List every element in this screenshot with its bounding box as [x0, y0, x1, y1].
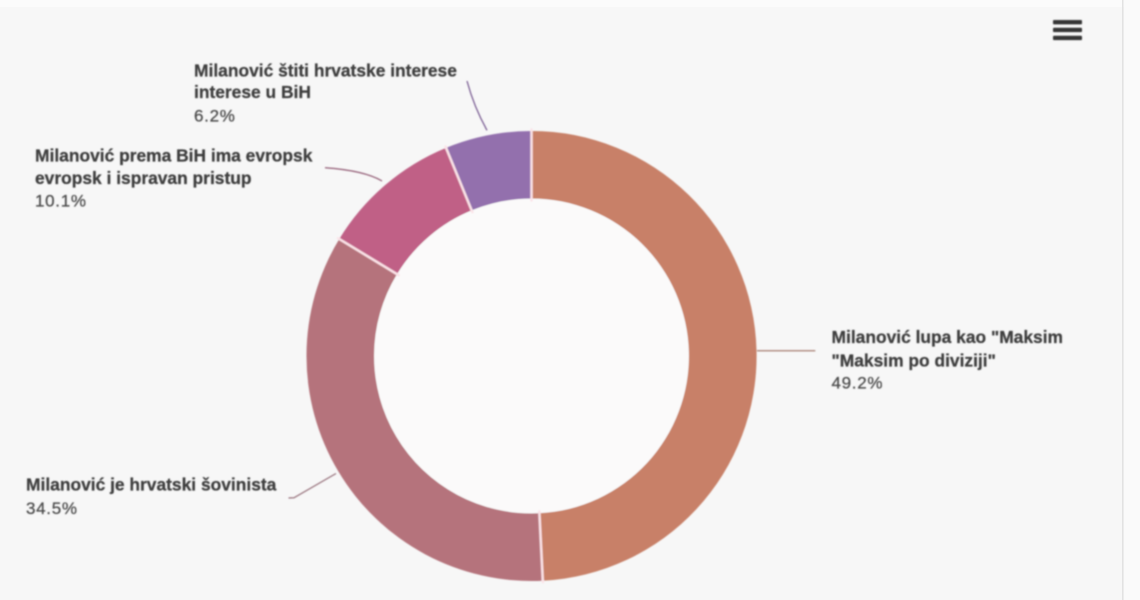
svg-text:Milanović prema BiH ima evrops: Milanović prema BiH ima evropsk	[35, 146, 313, 166]
svg-text:Milanović lupa kao "Maksim: Milanović lupa kao "Maksim	[832, 327, 1064, 347]
svg-text:10.1%: 10.1%	[35, 192, 87, 211]
svg-text:interese u BiH: interese u BiH	[194, 82, 311, 102]
svg-text:evropsk i ispravan pristup: evropsk i ispravan pristup	[35, 168, 252, 188]
svg-text:Milanović štiti hrvatske inter: Milanović štiti hrvatske interese	[194, 61, 457, 81]
svg-text:34.5%: 34.5%	[26, 499, 78, 518]
svg-text:6.2%: 6.2%	[194, 107, 236, 126]
svg-text:"Maksim po diviziji": "Maksim po diviziji"	[832, 350, 996, 370]
svg-text:49.2%: 49.2%	[832, 373, 884, 392]
svg-text:Milanović je hrvatski šovinist: Milanović je hrvatski šovinista	[26, 475, 277, 495]
